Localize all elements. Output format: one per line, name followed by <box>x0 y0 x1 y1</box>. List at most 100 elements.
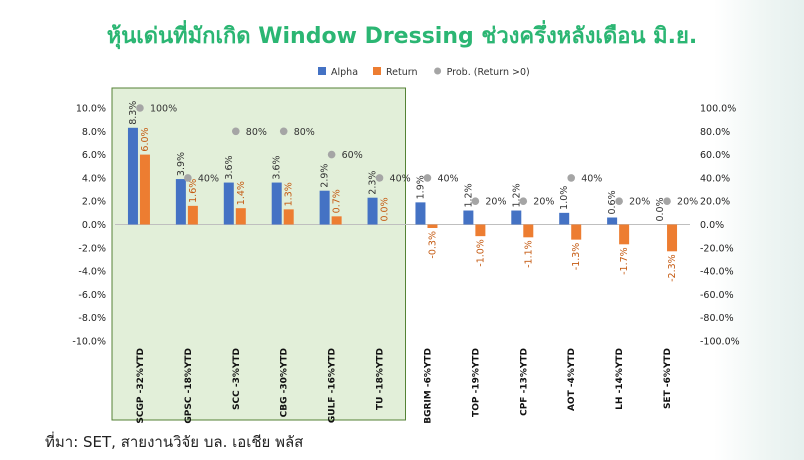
legend-marker-1 <box>373 67 381 75</box>
alpha-data-label: 1.2% <box>463 183 474 207</box>
return-data-label: 1.6% <box>188 179 199 203</box>
prob-marker <box>567 174 576 182</box>
return-data-label: 0.7% <box>332 189 343 213</box>
alpha-data-label: 2.9% <box>320 164 331 188</box>
prob-data-label: 80% <box>294 127 315 138</box>
return-bar <box>523 224 534 238</box>
category-label: AOT -4%YTD <box>567 348 577 411</box>
category-label: SCC -3%YTD <box>232 348 242 410</box>
prob-marker <box>327 150 336 159</box>
alpha-data-label: 3.9% <box>176 152 187 176</box>
prob-data-label: 20% <box>533 197 554 208</box>
alpha-bar <box>319 190 330 225</box>
prob-marker <box>615 197 623 205</box>
alpha-bar <box>511 210 522 225</box>
prob-data-label: 80% <box>246 127 267 138</box>
source-note: ที่มา: SET, สายงานวิจัย บล. เอเชีย พลัส <box>45 433 304 451</box>
alpha-bar <box>175 179 186 225</box>
return-data-label: -0.3% <box>427 231 438 259</box>
y-right-tick-label: 0.0% <box>700 220 724 231</box>
alpha-data-label: 3.6% <box>224 155 235 179</box>
alpha-data-label: 0.6% <box>607 190 618 214</box>
prob-data-label: 100% <box>150 104 177 115</box>
return-data-label: 1.3% <box>284 182 295 206</box>
alpha-bar <box>271 182 282 225</box>
prob-data-label: 20% <box>485 197 506 208</box>
prob-data-label: 20% <box>629 197 650 208</box>
alpha-data-label: 3.6% <box>272 155 283 179</box>
return-data-label: -1.0% <box>475 239 486 267</box>
y-right-tick-label: -80.0% <box>700 313 734 324</box>
y-left-tick-label: 6.0% <box>82 150 106 161</box>
alpha-bar <box>223 182 234 225</box>
prob-data-label: 40% <box>437 173 458 184</box>
return-bar <box>283 209 294 225</box>
y-left-tick-label: -2.0% <box>78 243 106 254</box>
y-right-tick-label: 80.0% <box>700 127 730 138</box>
return-bar <box>667 224 678 252</box>
prob-marker <box>279 127 288 136</box>
y-left-tick-label: 4.0% <box>82 173 106 184</box>
category-label: BGRIM -6%YTD <box>423 348 433 424</box>
prob-marker <box>136 104 144 112</box>
prob-marker <box>375 174 384 182</box>
category-label: SET -6%YTD <box>663 348 673 409</box>
prob-data-label: 40% <box>198 173 219 184</box>
y-left-tick-label: 0.0% <box>82 220 106 231</box>
y-left-tick-label: -8.0% <box>78 313 106 324</box>
y-right-tick-label: 20.0% <box>700 197 730 208</box>
y-right-tick-label: 100.0% <box>700 104 736 115</box>
return-bar <box>619 224 630 245</box>
y-right-tick-label: 40.0% <box>700 173 730 184</box>
decorative-background <box>714 0 804 460</box>
legend-marker-0 <box>318 67 326 75</box>
return-bar <box>475 224 486 237</box>
alpha-bar <box>607 217 618 225</box>
y-right-tick-label: -60.0% <box>700 290 734 301</box>
return-data-label: 1.4% <box>236 181 247 205</box>
alpha-bar <box>559 212 570 225</box>
return-bar <box>331 216 342 225</box>
y-left-tick-label: -10.0% <box>72 337 106 348</box>
return-data-label: -1.7% <box>619 247 630 275</box>
y-left-tick-label: -6.0% <box>78 290 106 301</box>
alpha-data-label: 1.0% <box>559 186 570 210</box>
prob-marker <box>519 197 528 205</box>
return-bar <box>427 224 438 228</box>
return-bar <box>235 208 246 225</box>
legend-label-1: Return <box>386 67 418 78</box>
prob-marker <box>471 197 480 205</box>
legend-marker-2 <box>434 67 442 75</box>
y-right-tick-label: -40.0% <box>700 267 734 278</box>
category-label: LH -14%YTD <box>615 348 625 410</box>
highlight-band <box>111 87 406 421</box>
category-label: CPF -13%YTD <box>519 348 529 416</box>
y-right-tick-label: 60.0% <box>700 150 730 161</box>
category-label: GPSC -18%YTD <box>184 348 194 424</box>
prob-data-label: 60% <box>342 150 363 161</box>
prob-data-label: 40% <box>581 173 602 184</box>
category-label: GULF -16%YTD <box>328 348 338 423</box>
return-data-label: -1.3% <box>571 243 582 271</box>
legend-label-0: Alpha <box>331 67 358 78</box>
category-label: CBG -30%YTD <box>280 348 290 417</box>
page-title: หุ้นเด่นที่มักเกิด Window Dressing ช่วงค… <box>106 24 698 49</box>
return-data-label: 6.0% <box>140 127 151 151</box>
alpha-bar <box>415 202 426 225</box>
prob-marker <box>231 127 240 136</box>
alpha-bar <box>463 210 474 225</box>
prob-marker <box>663 197 671 205</box>
prob-marker <box>423 174 432 182</box>
return-bar <box>139 154 150 225</box>
y-left-tick-label: 8.0% <box>82 127 106 138</box>
legend-label-2: Prob. (Return >0) <box>447 67 530 78</box>
y-left-tick-label: -4.0% <box>78 267 106 278</box>
alpha-bar <box>127 127 138 225</box>
return-bar <box>187 205 198 225</box>
category-label: SCGP -32%YTD <box>136 348 146 424</box>
prob-data-label: 40% <box>390 173 411 184</box>
return-bar <box>571 224 582 240</box>
category-label: TU -18%YTD <box>376 348 386 410</box>
prob-data-label: 20% <box>677 197 698 208</box>
